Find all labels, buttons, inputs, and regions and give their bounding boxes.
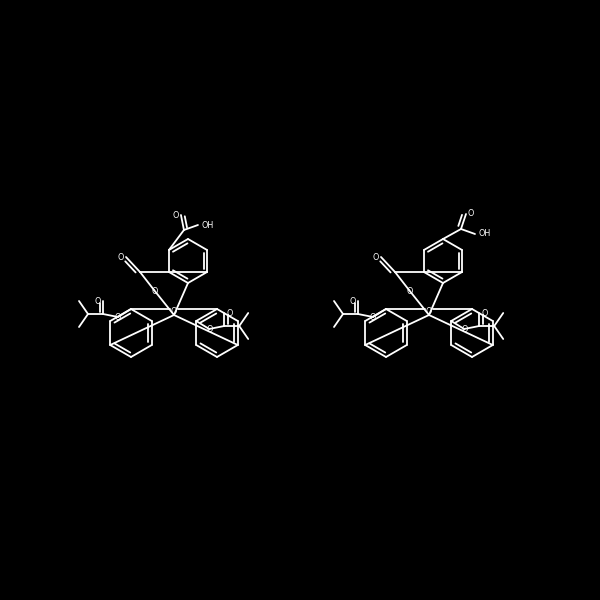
Text: O: O bbox=[152, 287, 158, 296]
Text: O: O bbox=[481, 308, 487, 317]
Text: O: O bbox=[407, 287, 413, 296]
Text: OH: OH bbox=[202, 220, 214, 229]
Text: O: O bbox=[173, 211, 179, 220]
Text: O: O bbox=[95, 296, 101, 305]
Text: O: O bbox=[426, 307, 432, 317]
Text: O: O bbox=[373, 253, 379, 262]
Text: O: O bbox=[370, 313, 376, 322]
Text: O: O bbox=[461, 325, 467, 334]
Text: O: O bbox=[206, 325, 212, 334]
Text: O: O bbox=[118, 253, 124, 262]
Text: OH: OH bbox=[479, 229, 491, 238]
Text: O: O bbox=[226, 308, 232, 317]
Text: O: O bbox=[350, 296, 356, 305]
Text: O: O bbox=[171, 307, 177, 317]
Text: O: O bbox=[468, 209, 474, 218]
Text: O: O bbox=[115, 313, 121, 322]
